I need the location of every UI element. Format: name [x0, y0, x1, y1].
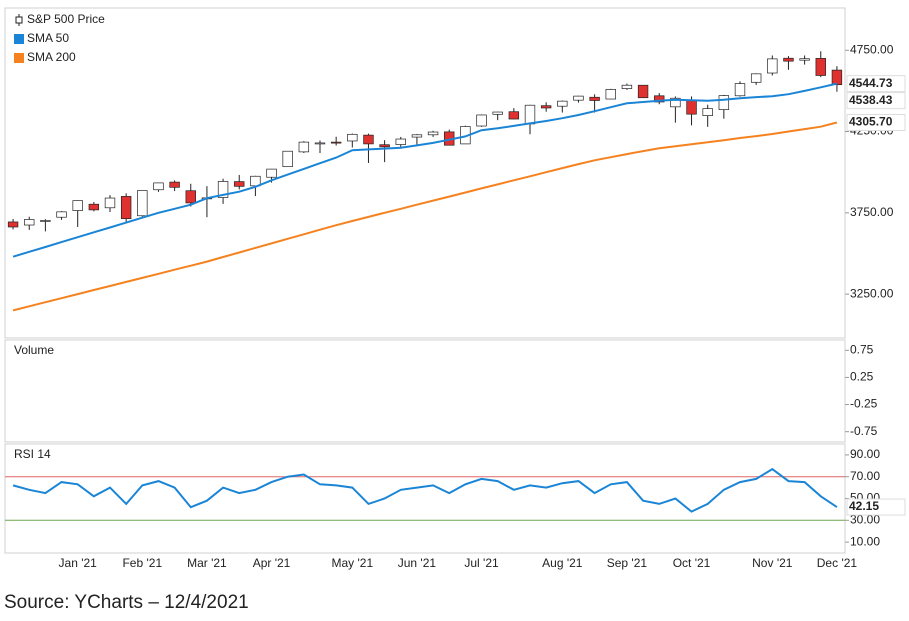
candle-body [185, 190, 196, 204]
candle-body [686, 99, 697, 115]
y-tick-label: 10.00 [850, 534, 880, 548]
x-tick-label: Jun '21 [398, 556, 437, 570]
candle-body [815, 58, 826, 76]
last-value-box [846, 113, 906, 131]
y-tick-label: 30.00 [850, 512, 880, 526]
candle-body [379, 144, 390, 148]
candle-body [411, 134, 423, 138]
legend-icon [15, 16, 23, 24]
candle-body [282, 150, 293, 168]
y-tick-label: -0.75 [850, 424, 878, 438]
panel-frame [4, 443, 846, 554]
candle-body [799, 58, 810, 61]
candle-body [702, 108, 713, 116]
candle-body [750, 73, 762, 83]
candle-body [347, 133, 358, 142]
candle-body [24, 219, 35, 226]
x-tick-label: Oct '21 [673, 556, 711, 570]
legend-swatch [14, 53, 24, 63]
candle-body [363, 134, 374, 145]
candle-body [266, 168, 277, 178]
candle-body [137, 190, 148, 217]
candle-body [734, 83, 746, 97]
candle-body [427, 131, 439, 136]
panel-title: RSI 14 [14, 447, 51, 461]
candle-body [605, 89, 616, 100]
candle-body [492, 111, 503, 115]
candle-body [831, 69, 843, 86]
candle-body [718, 95, 730, 110]
legend-label: SMA 200 [27, 50, 76, 64]
last-value-box [846, 92, 906, 110]
last-value-box [846, 75, 906, 93]
candle-body [573, 95, 584, 101]
last-value-label: 4538.43 [849, 93, 893, 107]
last-value-label: 4544.73 [849, 76, 893, 90]
legend-swatch [14, 34, 24, 44]
last-value-label: 4305.70 [849, 115, 893, 129]
panel-frame [4, 7, 846, 339]
x-tick-label: Aug '21 [542, 556, 583, 570]
candle-body [56, 211, 67, 218]
candle-body [120, 196, 132, 220]
sma-line [12, 82, 838, 258]
candle-body [589, 96, 600, 101]
candle-body [314, 142, 326, 145]
y-tick-label: 90.00 [850, 447, 880, 461]
y-tick-label: 4750.00 [850, 42, 894, 56]
candle-body [88, 203, 100, 211]
candle-body [637, 84, 649, 99]
source-caption: Source: YCharts – 12/4/2021 [4, 592, 249, 613]
x-tick-label: Mar '21 [187, 556, 227, 570]
x-tick-label: May '21 [331, 556, 373, 570]
candle-body [7, 221, 19, 228]
candle-body [557, 100, 568, 107]
x-tick-label: Sep '21 [607, 556, 648, 570]
y-tick-label: -0.25 [850, 397, 878, 411]
y-tick-label: 0.25 [850, 370, 874, 384]
y-tick-label: 3250.00 [850, 286, 894, 300]
candle-body [234, 181, 245, 187]
x-tick-label: Dec '21 [817, 556, 858, 570]
candle-body [540, 105, 552, 109]
panel-title: Volume [14, 343, 54, 357]
candle-body [153, 182, 164, 191]
candle-body [395, 138, 406, 145]
candle-body [783, 57, 794, 62]
last-value-label: 42.15 [849, 499, 879, 513]
candle-body [72, 200, 83, 211]
candle-body [508, 111, 520, 120]
x-tick-label: Jan '21 [59, 556, 98, 570]
y-tick-label: 70.00 [850, 469, 880, 483]
candle-body [670, 97, 681, 108]
candle-body [621, 84, 633, 89]
candle-body [298, 141, 310, 153]
candle-body [40, 220, 51, 222]
candle-body [767, 58, 778, 74]
panel-frame [4, 339, 846, 443]
sma-line [12, 121, 838, 312]
candle-body [524, 104, 536, 125]
candle-body [330, 141, 342, 144]
candle-body [104, 197, 116, 209]
rsi-line [12, 467, 838, 513]
candle-body [217, 181, 229, 198]
candle-body [654, 95, 665, 103]
x-tick-label: Jul '21 [464, 556, 499, 570]
legend-label: SMA 50 [27, 31, 69, 45]
x-tick-label: Nov '21 [752, 556, 793, 570]
x-tick-label: Apr '21 [253, 556, 291, 570]
candle-body [169, 181, 180, 188]
legend-label: S&P 500 Price [27, 12, 105, 26]
y-tick-label: 3750.00 [850, 205, 894, 219]
candle-body [476, 114, 487, 127]
last-value-box [846, 498, 906, 516]
y-tick-label: 0.75 [850, 342, 874, 356]
x-tick-label: Feb '21 [122, 556, 162, 570]
